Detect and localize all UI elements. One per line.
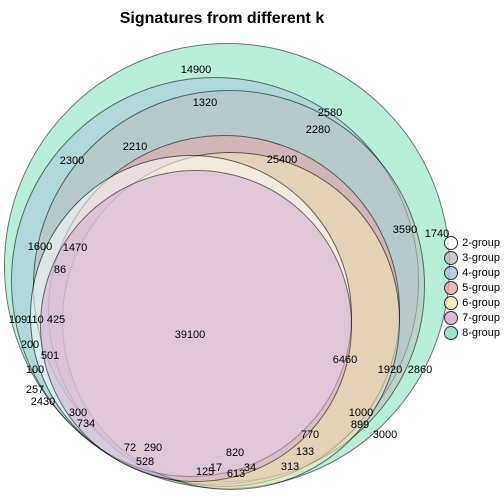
legend-label: 8-group	[462, 327, 500, 339]
region-count: 257	[26, 384, 44, 396]
region-count: 313	[281, 461, 299, 473]
region-count: 820	[226, 447, 244, 459]
region-count: 613	[227, 468, 245, 480]
region-count: 72	[124, 442, 136, 454]
region-count: 290	[144, 442, 162, 454]
region-count: 3000	[373, 429, 397, 441]
legend-swatch	[444, 266, 458, 280]
region-count: 133	[296, 446, 314, 458]
legend-label: 7-group	[462, 312, 500, 324]
region-count: 2210	[123, 141, 147, 153]
region-count: 109	[9, 314, 27, 326]
region-count: 899	[351, 419, 369, 431]
legend-swatch	[444, 236, 458, 250]
region-count: 125	[196, 466, 214, 478]
region-count: 34	[244, 462, 256, 474]
chart-title: Signatures from different k	[0, 10, 444, 28]
legend-swatch	[444, 251, 458, 265]
region-count: 110	[26, 314, 44, 326]
legend-swatch	[444, 281, 458, 295]
region-count: 528	[136, 456, 154, 468]
legend-item: 3-group	[444, 250, 500, 265]
legend-swatch	[444, 326, 458, 340]
legend: 2-group 3-group 4-group 5-group 6-group 7-gro…	[444, 235, 500, 340]
region-count: 3590	[393, 224, 417, 236]
region-count: 86	[54, 264, 66, 276]
legend-item: 5-group	[444, 280, 500, 295]
region-count: 770	[301, 429, 319, 441]
legend-item: 7-group	[444, 310, 500, 325]
region-count: 1470	[63, 242, 87, 254]
legend-swatch	[444, 296, 458, 310]
legend-item: 2-group	[444, 235, 500, 250]
legend-label: 2-group	[462, 237, 500, 249]
region-count: 6460	[333, 354, 357, 366]
legend-label: 5-group	[462, 282, 500, 294]
region-count: 1000	[349, 407, 373, 419]
region-count: 1600	[28, 241, 52, 253]
region-count: 14900	[181, 64, 212, 76]
region-count: 2300	[60, 155, 84, 167]
region-count: 200	[21, 339, 39, 351]
legend-label: 6-group	[462, 297, 500, 309]
region-count: 2280	[306, 124, 330, 136]
region-count: 1920	[378, 364, 402, 376]
region-count: 2860	[408, 364, 432, 376]
region-count: 1320	[193, 97, 217, 109]
legend-label: 4-group	[462, 267, 500, 279]
region-count: 39100	[175, 329, 206, 341]
legend-item: 8-group	[444, 325, 500, 340]
region-count: 25400	[267, 154, 298, 166]
legend-swatch	[444, 311, 458, 325]
legend-item: 4-group	[444, 265, 500, 280]
region-count: 2430	[31, 396, 55, 408]
legend-label: 3-group	[462, 252, 500, 264]
region-count: 2580	[318, 107, 342, 119]
region-count: 425	[47, 314, 65, 326]
legend-item: 6-group	[444, 295, 500, 310]
region-count: 734	[77, 418, 95, 430]
region-count: 501	[41, 350, 59, 362]
region-count: 100	[26, 364, 44, 376]
